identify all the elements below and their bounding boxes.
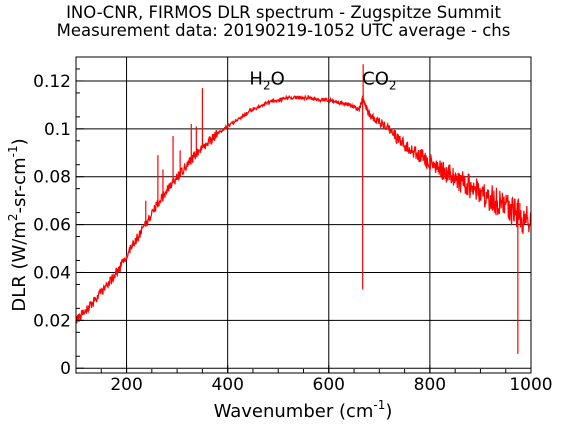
y-axis-label: DLR (W/m2-sr-cm-1) <box>6 138 30 311</box>
chart-subtitle: Measurement data: 20190219-1052 UTC aver… <box>56 21 511 40</box>
x-axis-label-text: Wavenumber (cm <box>214 401 374 422</box>
y-axis-label-after2: ) <box>9 138 30 145</box>
y-axis-label-after: -sr-cm <box>9 157 30 213</box>
annotation-subscript: 2 <box>263 79 271 93</box>
series-group <box>75 64 532 354</box>
x-tick-label: 600 <box>313 375 345 395</box>
y-tick-label: 0.1 <box>44 120 71 140</box>
x-tick-label: 400 <box>211 375 243 395</box>
y-axis-label-text: DLR (W/m <box>9 221 30 312</box>
annotation-text: CO <box>362 69 389 90</box>
annotation-subscript: 2 <box>389 79 397 93</box>
y-tick-label: 0 <box>60 359 71 379</box>
grid-lines <box>76 57 531 373</box>
chart-title: INO-CNR, FIRMOS DLR spectrum - Zugspitze… <box>66 3 501 22</box>
x-tick-label: 1000 <box>509 375 552 395</box>
plot-area-border <box>75 56 532 374</box>
annotation-label: H2O <box>249 69 284 93</box>
y-tick-label: 0.02 <box>33 311 71 331</box>
annotation-label: CO2 <box>362 69 396 93</box>
x-tick-label: 800 <box>414 375 446 395</box>
x-axis-label-after: ) <box>385 401 392 422</box>
y-axis-label-sup2: -1 <box>6 145 20 157</box>
annotation-text-after: O <box>271 69 285 90</box>
y-tick-label: 0.06 <box>33 216 71 236</box>
y-tick-label: 0.12 <box>33 72 71 92</box>
x-tick-label: 200 <box>110 375 142 395</box>
y-axis-label-sup: 2 <box>6 213 20 221</box>
annotation-text: H <box>249 69 263 90</box>
y-tick-label: 0.08 <box>33 168 71 188</box>
x-axis-label-sup: -1 <box>373 398 385 412</box>
series-line <box>75 94 532 324</box>
x-axis-label: Wavenumber (cm-1) <box>214 398 393 422</box>
y-tick-label: 0.04 <box>33 263 71 283</box>
